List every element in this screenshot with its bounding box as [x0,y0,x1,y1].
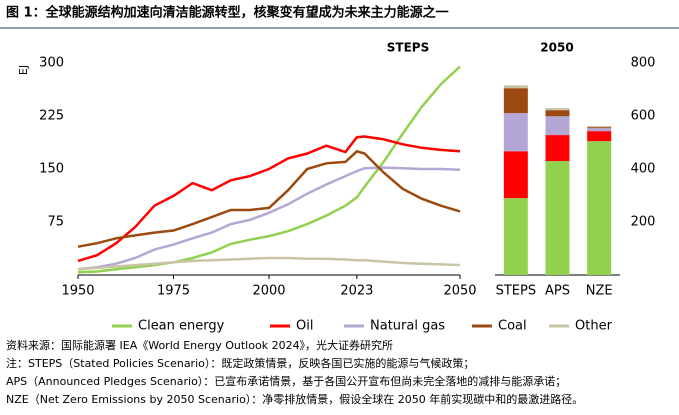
bar-segment [545,161,570,275]
y-tick-label: 75 [47,215,64,230]
note: APS（Announced Pledges Scenario）：已宣布承诺情景，… [6,374,566,388]
bar-segment [545,116,570,136]
y-tick-label: 225 [39,109,64,124]
x-tick-label: APS [545,284,570,299]
note: 注：STEPS（Stated Policies Scenario）：既定政策情景… [6,356,474,370]
legend-label: Oil [296,319,313,334]
bar-segment [545,108,570,111]
bar-segment [545,110,570,117]
x-tick-label: STEPS [496,284,537,299]
bar-segment [503,113,528,152]
bar-segment [503,85,528,89]
legend-label: Coal [498,319,527,334]
y-tick-label: 600 [631,109,656,124]
bar-segment [587,128,612,132]
legend-label: Natural gas [370,319,445,334]
line-series [77,135,461,263]
y-tick-label: 400 [631,162,656,177]
bar-segment [503,88,528,114]
x-tick-label: 2050 [443,284,476,299]
x-tick-label: 2023 [340,284,373,299]
line-series [77,166,461,271]
legend-label: Other [575,319,613,334]
y-axis-label: EJ [17,65,30,75]
panel-title: STEPS [387,41,429,55]
line-series [77,149,461,248]
figure-title: 图 1：全球能源结构加速向清洁能源转型，核聚变有望成为未来主力能源之一 [6,5,449,21]
bar-segment [587,131,612,142]
bar-segment [545,135,570,162]
legend-label: Clean energy [138,319,225,334]
x-tick-label: 1950 [61,284,94,299]
x-tick-label: 2000 [252,284,285,299]
line-series [77,256,461,271]
bar-segment [587,141,612,275]
y-tick-label: 300 [39,56,64,71]
x-tick-label: NZE [586,284,613,299]
line-series [77,65,461,274]
y-tick-label: 150 [39,162,64,177]
bar-segment [587,127,612,129]
bar-segment [503,198,528,275]
bar-segment [503,151,528,199]
panel-title: 2050 [540,41,573,55]
y-tick-label: 200 [631,215,656,230]
x-tick-label: 1975 [157,284,190,299]
y-tick-label: 800 [631,56,656,71]
note: NZE（Net Zero Emissions by 2050 Scenario）… [6,392,583,406]
note: 资料来源：国际能源署 IEA《World Energy Outlook 2024… [6,338,393,352]
bar-segment [587,126,612,128]
